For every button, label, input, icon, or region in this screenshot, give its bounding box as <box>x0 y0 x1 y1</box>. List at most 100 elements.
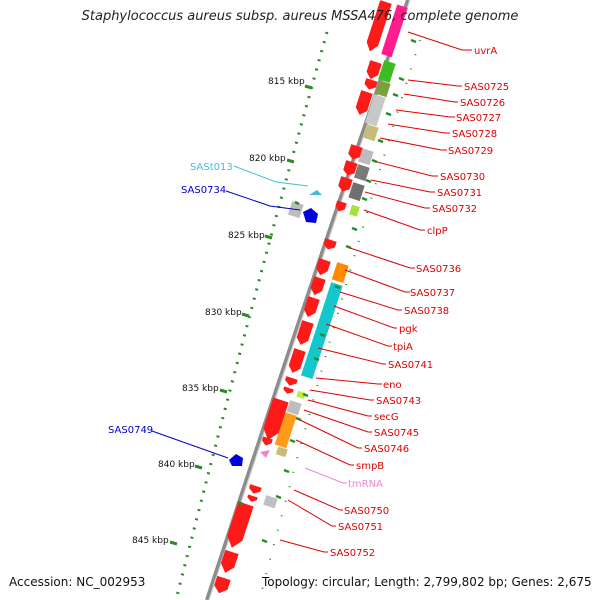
feature-block-gray-3[interactable] <box>353 164 370 182</box>
scale-tick-825 <box>264 234 273 240</box>
gene-arrow-SAS0737[interactable] <box>314 258 331 277</box>
gene-label-group: uvrA SAS0725 SAS0726 SAS0727 SAS0728 SAS… <box>330 46 509 559</box>
gene-label-SAS0751[interactable]: SAS0751 <box>338 522 383 533</box>
feature-block-orange-2[interactable] <box>274 412 297 449</box>
gene-arrow-SAS0726[interactable] <box>363 78 378 91</box>
gene-arrow-SAS0731[interactable] <box>342 160 358 177</box>
gene-arrow-SAS0752[interactable] <box>224 501 254 551</box>
gene-label-tmRNA[interactable]: tmRNA <box>348 479 383 490</box>
scale-label-825: 825 kbp <box>228 231 265 241</box>
scale-tick-830 <box>241 312 250 318</box>
gene-arrow-last[interactable] <box>212 575 231 596</box>
gene-label-SAS0730[interactable]: SAS0730 <box>440 172 485 183</box>
gene-arrow-SAS0736[interactable] <box>322 238 337 251</box>
feature-block-green[interactable] <box>378 60 396 83</box>
gene-arrow-SAS0738[interactable] <box>309 276 326 297</box>
gene-arrow-SAS0734[interactable] <box>303 208 318 223</box>
gene-label-SAS0731[interactable]: SAS0731 <box>437 188 482 199</box>
gene-arrow-SAS0730[interactable] <box>347 144 363 161</box>
leader-SASt013 <box>233 165 309 187</box>
map-title: Staphylococcus aureus subsp. aureus MSSA… <box>81 9 519 24</box>
scale-label-830: 830 kbp <box>205 308 242 318</box>
gene-arrow-SAS0751[interactable] <box>246 494 258 503</box>
gene-label-pgk[interactable]: pgk <box>399 324 418 335</box>
gene-label-SAS0727[interactable]: SAS0727 <box>456 113 501 124</box>
scale-tick-815 <box>304 84 313 90</box>
scale-label-820: 820 kbp <box>249 154 286 164</box>
gene-label-SASt013[interactable]: SASt013 <box>190 162 233 173</box>
scale-tick-845 <box>169 540 178 546</box>
gene-arrow-secG[interactable] <box>260 397 289 443</box>
topology-text: Topology: circular; Length: 2,799,802 bp… <box>262 575 592 589</box>
scale-tick-840 <box>194 464 203 470</box>
scale-dots <box>174 31 329 600</box>
gene-label-SAS0736[interactable]: SAS0736 <box>416 264 461 275</box>
gene-label-SAS0725[interactable]: SAS0725 <box>464 82 509 93</box>
leader-SAS0749 <box>151 430 229 459</box>
feature-block-olive[interactable] <box>374 80 391 98</box>
leader-SAS0734 <box>225 190 301 211</box>
gene-arrow-clpP[interactable] <box>334 200 347 213</box>
gene-label-SAS0729[interactable]: SAS0729 <box>448 146 493 157</box>
gene-label-SAS0734[interactable]: SAS0734 <box>181 185 226 196</box>
gene-arrow-SAS0750[interactable] <box>248 484 262 495</box>
feature-blocks <box>263 4 408 509</box>
feature-block-khaki[interactable] <box>362 124 379 142</box>
gene-label-secG[interactable]: secG <box>374 412 399 423</box>
gene-label-smpB[interactable]: smpB <box>356 461 384 472</box>
feature-block-khaki-2[interactable] <box>275 446 288 458</box>
gene-arrow-SAS0741[interactable] <box>287 348 306 375</box>
gene-label-SAS0737[interactable]: SAS0737 <box>410 288 455 299</box>
gene-label-SAS0743[interactable]: SAS0743 <box>376 396 421 407</box>
feature-block-cyan[interactable] <box>301 282 343 380</box>
leader-tmRNA <box>304 467 347 484</box>
gene-arrow-tpiA[interactable] <box>295 320 314 347</box>
feature-block-gray-1[interactable] <box>365 94 386 127</box>
gene-label-tpiA[interactable]: tpiA <box>393 342 413 353</box>
gene-arrow-SAS0725[interactable] <box>365 60 382 81</box>
gene-arrow-SAS0732[interactable] <box>337 176 353 193</box>
gene-arrows <box>212 0 392 596</box>
gene-arrow-pgk[interactable] <box>302 296 320 319</box>
accession-text: Accession: NC_002953 <box>9 575 146 589</box>
scale-label-815: 815 kbp <box>268 77 305 87</box>
gene-arrow-next[interactable] <box>219 549 239 575</box>
feature-block-orange-1[interactable] <box>331 262 349 283</box>
feature-block-gray-2[interactable] <box>357 148 374 166</box>
rna-mark-tmRNA[interactable] <box>260 450 270 458</box>
gene-label-SAS0749[interactable]: SAS0749 <box>108 425 153 436</box>
gene-label-SAS0738[interactable]: SAS0738 <box>404 306 449 317</box>
feature-block-gray-5[interactable] <box>286 400 302 416</box>
rna-mark-SASt013[interactable] <box>309 190 322 195</box>
gene-label-SAS0728[interactable]: SAS0728 <box>452 129 497 140</box>
gene-label-SAS0732[interactable]: SAS0732 <box>432 204 477 215</box>
gene-label-SAS0746[interactable]: SAS0746 <box>364 444 409 455</box>
gene-arrow-uvrA[interactable] <box>364 0 392 53</box>
feature-block-lime[interactable] <box>349 204 360 217</box>
gene-arrow-SAS0745[interactable] <box>261 436 273 447</box>
scale-tick-820 <box>286 158 295 164</box>
scale-label-845: 845 kbp <box>132 536 169 546</box>
gene-arrow-SAS0743[interactable] <box>282 386 294 395</box>
gene-label-SAS0726[interactable]: SAS0726 <box>460 98 505 109</box>
feature-block-gray-6[interactable] <box>263 495 278 509</box>
gene-arrow-eno[interactable] <box>284 376 298 387</box>
gene-label-uvrA[interactable]: uvrA <box>474 46 497 57</box>
gene-label-SAS0741[interactable]: SAS0741 <box>388 360 433 371</box>
gene-arrow-SAS0727[interactable] <box>354 90 373 117</box>
inner-ticks <box>237 38 417 544</box>
gene-label-SAS0745[interactable]: SAS0745 <box>374 428 419 439</box>
gene-label-eno[interactable]: eno <box>383 380 402 391</box>
scale-tick-835 <box>219 388 228 394</box>
gene-tick-dots <box>261 39 421 591</box>
gene-label-clpP[interactable]: clpP <box>427 226 448 237</box>
feature-block-gray-4[interactable] <box>348 182 365 202</box>
feature-block-uvrA[interactable] <box>381 4 408 58</box>
scale-label-group: 815 kbp 820 kbp 825 kbp 830 kbp 835 kbp … <box>132 77 305 546</box>
gene-label-SAS0750[interactable]: SAS0750 <box>344 506 389 517</box>
gene-label-SAS0752[interactable]: SAS0752 <box>330 548 375 559</box>
gene-arrow-SAS0749[interactable] <box>229 454 243 466</box>
feature-block-lime-2[interactable] <box>296 390 306 399</box>
